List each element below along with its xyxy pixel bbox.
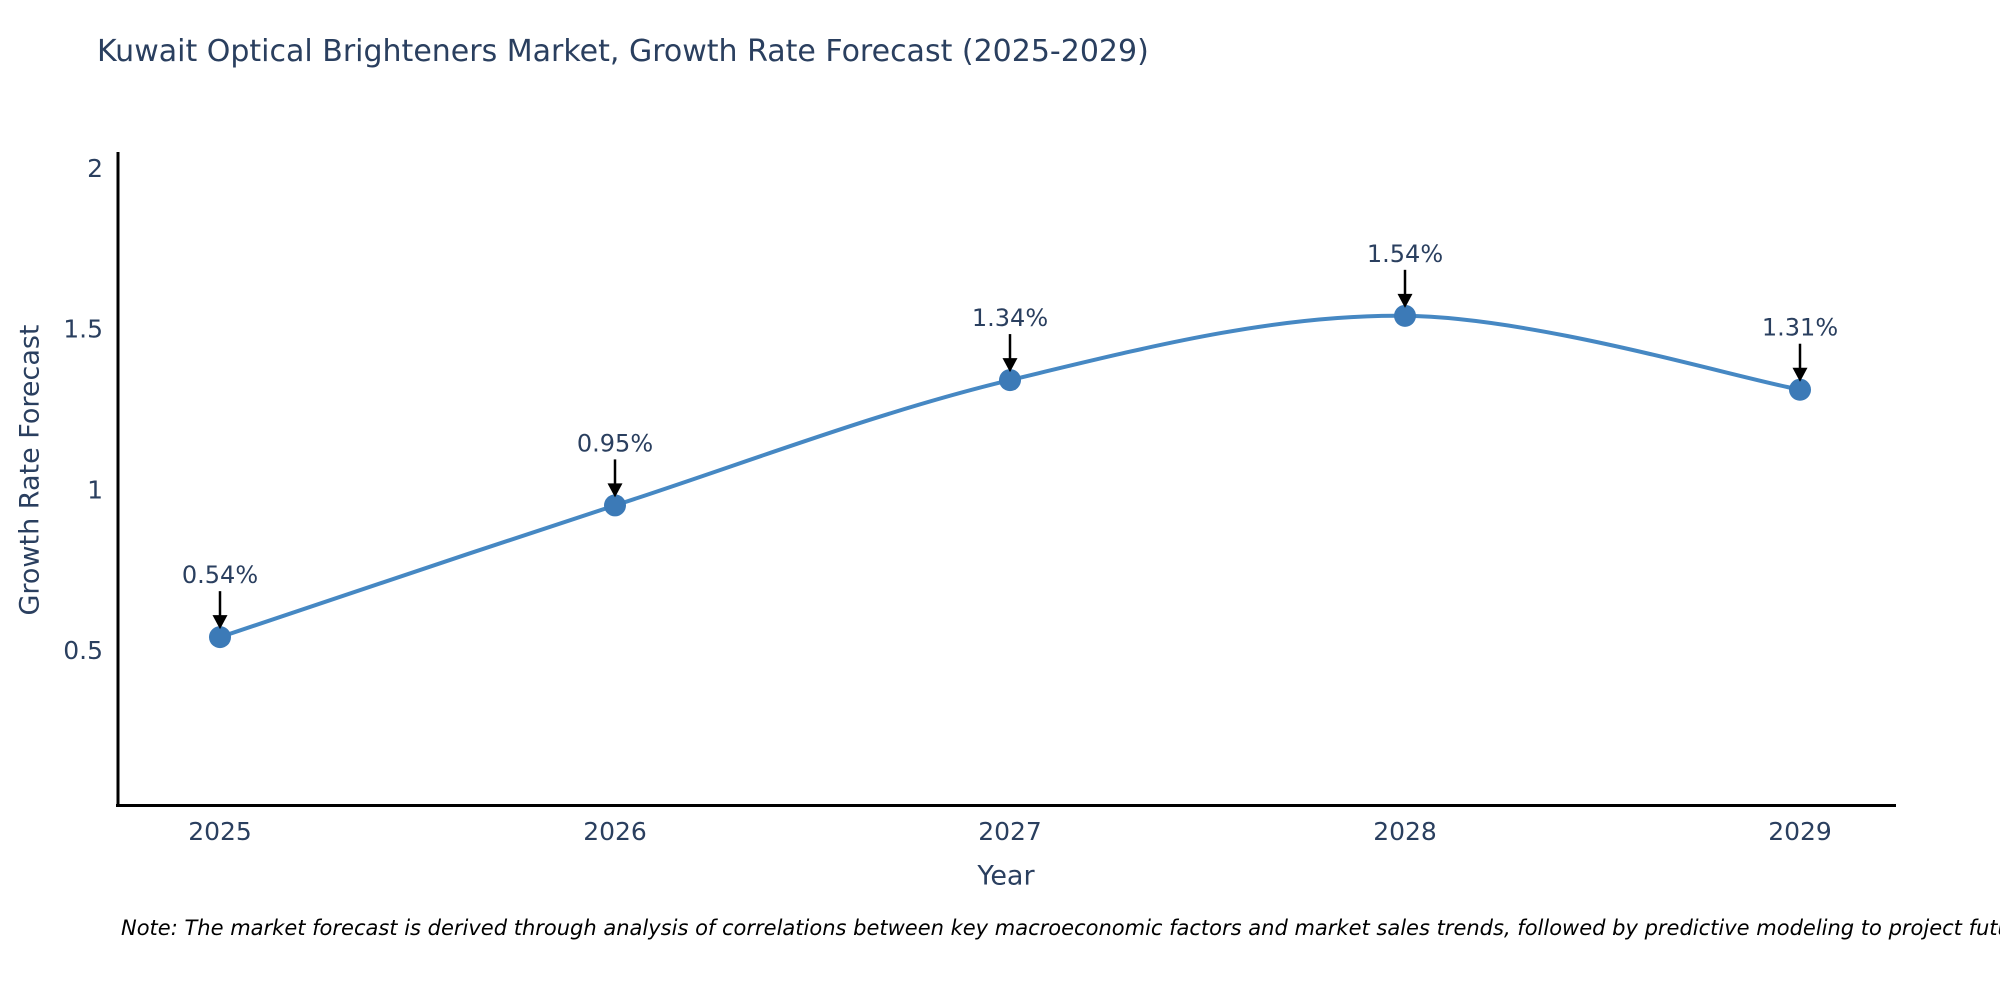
annotation-label-2028: 1.54% [1367,240,1443,268]
x-tick-label-2026: 2026 [583,817,647,846]
data-point-marker-2029[interactable] [1789,378,1811,401]
x-tick-label-2025: 2025 [188,817,252,846]
footnote-text: Note: The market forecast is derived thr… [121,916,2000,940]
annotation-arrow-head-2026 [607,483,623,498]
annotation-arrow-head-2027 [1002,358,1018,373]
annotation-arrow-head-2028 [1397,293,1413,308]
data-point-marker-2028[interactable] [1394,304,1416,327]
annotation-label-2027: 1.34% [972,304,1048,332]
annotation-arrow-head-2029 [1792,367,1808,382]
y-tick-label-0.5: 0.5 [63,636,103,665]
x-axis-title: Year [977,860,1035,892]
y-tick-label-2: 2 [87,154,103,183]
x-tick-label-2028: 2028 [1373,817,1437,846]
y-tick-label-1: 1 [87,475,103,504]
data-point-marker-2025[interactable] [209,626,231,649]
data-point-marker-2026[interactable] [604,494,626,517]
x-tick-label-2029: 2029 [1768,817,1832,846]
annotation-label-2029: 1.31% [1762,314,1838,342]
data-point-marker-2027[interactable] [999,369,1021,392]
chart-title: Kuwait Optical Brighteners Market, Growt… [97,34,1149,69]
y-tick-label-1.5: 1.5 [63,315,103,344]
annotation-arrow-head-2025 [212,615,228,630]
annotation-label-2026: 0.95% [577,429,653,457]
annotation-label-2025: 0.54% [182,561,258,589]
x-tick-label-2027: 2027 [978,817,1042,846]
